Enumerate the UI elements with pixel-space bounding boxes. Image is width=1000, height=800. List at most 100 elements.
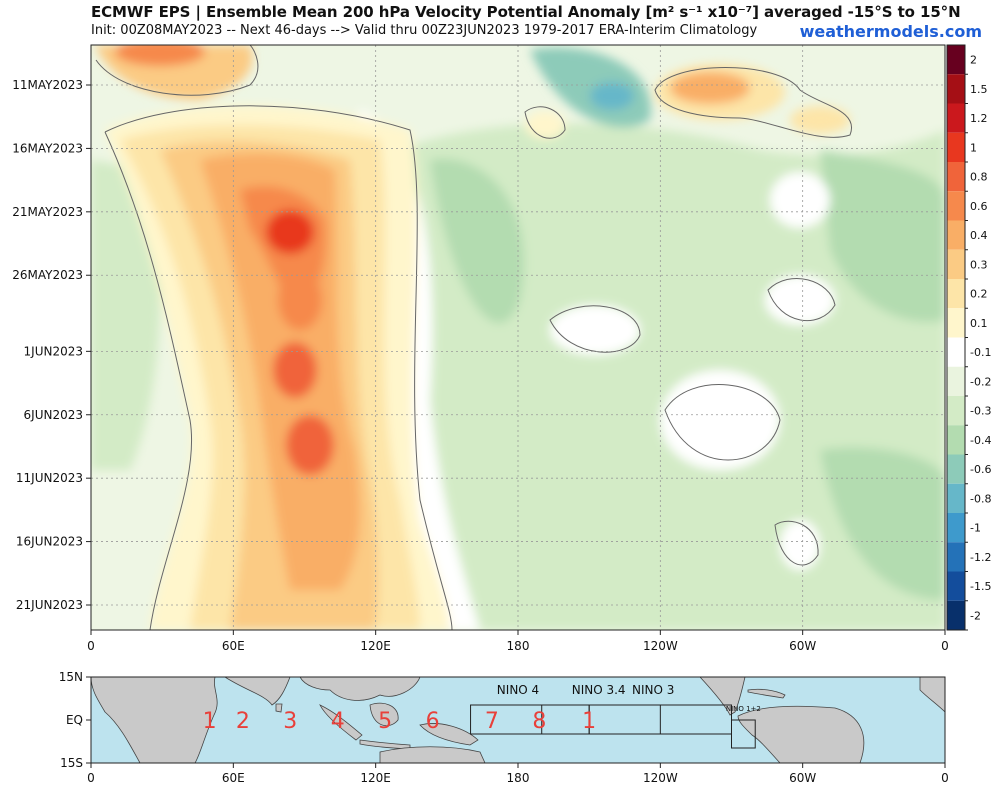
- positive-core-1: [266, 210, 314, 254]
- grid-lines: [91, 45, 945, 630]
- colorbar-swatch: [947, 366, 965, 396]
- colorbar-label: -0.6: [970, 463, 991, 476]
- negative-region-central: [430, 158, 524, 324]
- land-sumatra: [319, 704, 363, 741]
- neutral-pocket-5: [780, 520, 820, 570]
- contour-top-left: [95, 45, 259, 96]
- contour-pocket-3: [664, 384, 781, 461]
- land-arabia-india: [224, 677, 291, 706]
- colorbar-swatch: [947, 454, 965, 484]
- nino-region-label: NINO 3: [632, 683, 674, 697]
- chart-title: ECMWF EPS | Ensemble Mean 200 hPa Veloci…: [91, 3, 961, 21]
- negative-small-top: [590, 82, 634, 110]
- land-new-guinea: [419, 723, 479, 746]
- colorbar-label: 0.8: [970, 171, 988, 184]
- positive-top-right-core: [670, 72, 750, 104]
- positive-core-3: [286, 415, 334, 475]
- map-y-tick-label: 15S: [60, 756, 83, 770]
- neutral-pocket-1: [550, 305, 640, 355]
- colorbar-swatch: [947, 132, 965, 162]
- anomaly-field: [91, 45, 945, 630]
- land-central-america: [699, 677, 746, 716]
- colorbar-frame: [946, 44, 966, 631]
- map-y-tick-label: 15N: [59, 670, 83, 684]
- y-tick-label: 11MAY2023: [12, 78, 83, 92]
- mjo-phase-label: 5: [378, 709, 392, 734]
- mjo-phase-label: 8: [532, 709, 546, 734]
- colorbar-label: -1: [970, 522, 981, 535]
- colorbar-swatch: [947, 600, 965, 630]
- neutral-pocket-3: [660, 370, 780, 470]
- y-tick-label: 6JUN2023: [24, 408, 83, 422]
- mjo-phase-label: 1: [582, 709, 596, 734]
- nino-region-label: NINO 3.4: [572, 683, 626, 697]
- negative-region-south: [820, 447, 945, 600]
- colorbar-swatch: [947, 162, 965, 192]
- colorbar-label: 0.3: [970, 258, 988, 271]
- colorbar-swatch: [947, 337, 965, 367]
- chart-subtitle: Init: 00Z08MAY2023 -- Next 46-days --> V…: [91, 23, 758, 38]
- negative-region-pacific: [400, 123, 945, 630]
- nino-region-label: NINO 4: [497, 683, 539, 697]
- land-sri-lanka: [275, 703, 283, 713]
- map-x-tick-label: 0: [87, 771, 95, 785]
- negative-region-east: [820, 150, 945, 322]
- colorbar-swatch: [947, 425, 965, 455]
- y-tick-label: 21JUN2023: [16, 598, 83, 612]
- map-x-tick-label: 60W: [789, 771, 816, 785]
- y-tick-label: 1JUN2023: [24, 344, 83, 358]
- colorbar-label: -0.4: [970, 434, 991, 447]
- contour-pocket-2: [767, 278, 836, 321]
- mjo-phase-label: 4: [331, 709, 345, 734]
- x-tick-label: 60W: [789, 639, 816, 653]
- brand-link[interactable]: weathermodels.com: [799, 22, 982, 41]
- colorbar-label: -1.2: [970, 551, 991, 564]
- colorbar-label: -1.5: [970, 580, 991, 593]
- positive-core-4: [278, 270, 322, 330]
- colorbar-swatch: [947, 45, 965, 75]
- nino-regions: NINO 4 NINO 3.4 NINO 3 NINO 1+2: [470, 683, 761, 749]
- y-tick-label: 26MAY2023: [12, 268, 83, 282]
- colorbar-label: 0.4: [970, 229, 988, 242]
- nino-region-box: [731, 719, 756, 749]
- map-x-tick-label: 120E: [360, 771, 391, 785]
- mjo-phase-label: 2: [236, 709, 250, 734]
- x-tick-label: 180: [507, 639, 530, 653]
- contour-central: [524, 106, 566, 139]
- colorbar-swatch: [947, 279, 965, 309]
- colorbar-swatch: [947, 308, 965, 338]
- colorbar-swatch: [947, 103, 965, 133]
- neutral-pocket-2: [765, 275, 835, 325]
- contour-pocket-4: [774, 520, 819, 566]
- colorbar-label: 2: [970, 54, 977, 67]
- colorbar-label: 1.2: [970, 112, 988, 125]
- colorbar-swatch: [947, 483, 965, 513]
- y-tick-label: 11JUN2023: [16, 471, 83, 485]
- land-southeast-asia: [299, 677, 421, 701]
- map-x-tick-label: 60E: [222, 771, 245, 785]
- y-tick-label: 16MAY2023: [12, 141, 83, 155]
- colorbar-swatch: [947, 220, 965, 250]
- positive-core-2: [273, 342, 317, 398]
- land-borneo: [369, 702, 399, 727]
- map-x-axis: 0 60E 120E 180 120W 60W 0: [87, 763, 949, 785]
- colorbar: 2 1.5 1.2 1 0.8 0.6 0.4 0.3 0.2 0.1 -0.1 -0.2 -0.3 -0…: [946, 44, 991, 631]
- map-y-axis: 15N EQ 15S: [59, 670, 91, 770]
- colorbar-swatch: [947, 571, 965, 601]
- colorbar-label: -0.1: [970, 346, 991, 359]
- negative-region-west: [91, 160, 161, 470]
- x-tick-label: 120E: [360, 639, 391, 653]
- x-tick-label: 0: [941, 639, 949, 653]
- y-tick-label: 16JUN2023: [16, 535, 83, 549]
- colorbar-swatch: [947, 513, 965, 543]
- y-tick-label: 21MAY2023: [12, 205, 83, 219]
- nino-region-label: NINO 1+2: [726, 705, 761, 713]
- neutral-pocket-4: [770, 172, 830, 228]
- land-africa: [91, 677, 218, 763]
- colorbar-label: 1.5: [970, 83, 988, 96]
- contour-zero-east: [104, 131, 193, 630]
- land-australia: [379, 746, 486, 763]
